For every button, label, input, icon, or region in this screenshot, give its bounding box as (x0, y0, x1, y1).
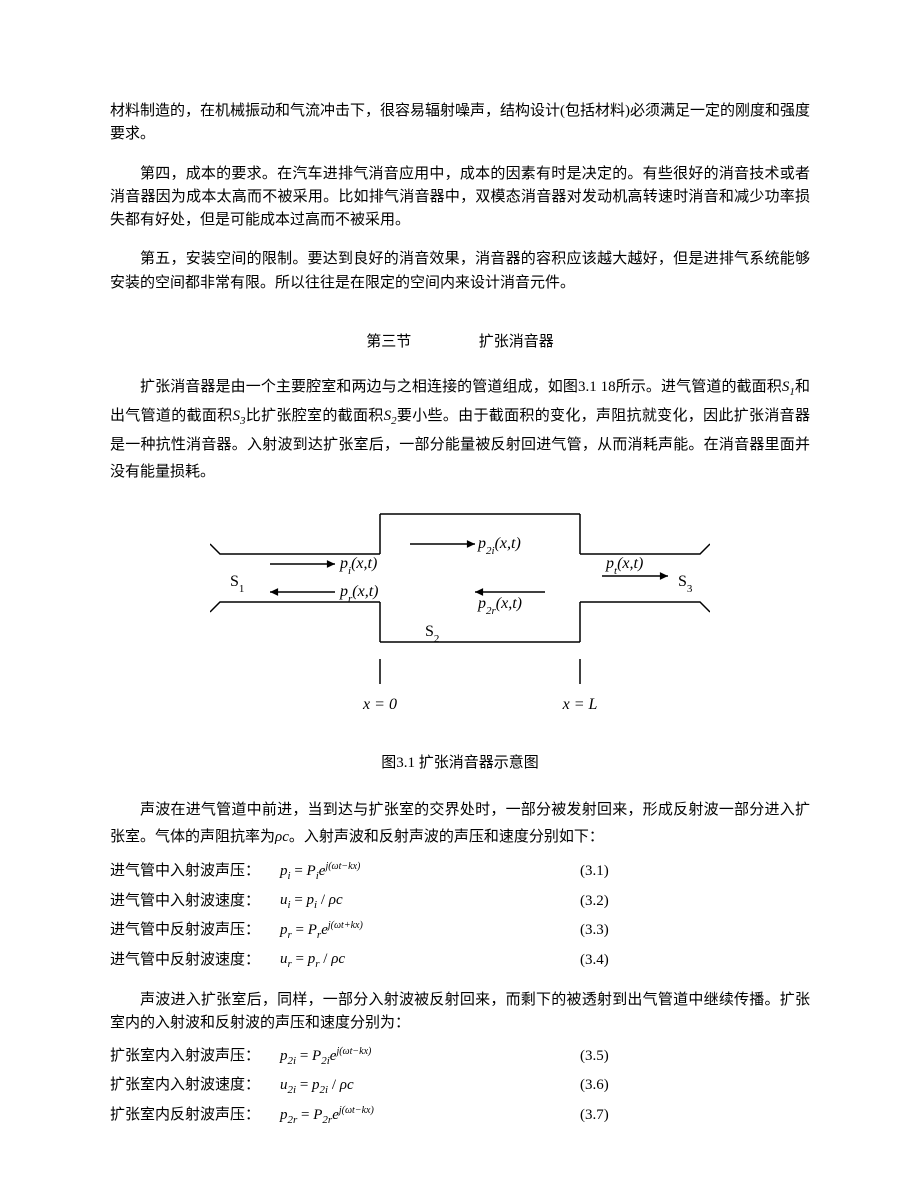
equation-number: (3.5) (580, 1042, 660, 1072)
svg-text:p2i(x,t): p2i(x,t) (477, 535, 521, 557)
equation-number: (3.6) (580, 1072, 660, 1101)
svg-text:pi(x,t): pi(x,t) (339, 555, 377, 577)
p5-text-b: 。入射声波和反射声波的声压和速度分别如下： (289, 829, 604, 845)
equation-label: 进气管中入射波速度： (110, 887, 280, 916)
symbol-s2: S2 (384, 408, 397, 424)
paragraph-4: 扩张消音器是由一个主要腔室和两边与之相连接的管道组成，如图3.1 18所示。进气… (110, 374, 810, 486)
equation-number: (3.1) (580, 857, 660, 887)
equation-number: (3.2) (580, 887, 660, 916)
equation-row: 进气管中反射波声压：pr = Prej(ωt+kx)(3.3) (110, 916, 660, 946)
equation-row: 进气管中入射波速度：ui = pi / ρc(3.2) (110, 887, 660, 916)
svg-text:S1: S1 (230, 573, 244, 595)
equation-label: 进气管中入射波声压： (110, 857, 280, 887)
section-heading: 第三节 扩张消音器 (110, 331, 810, 354)
equation-label: 扩张室内反射波声压： (110, 1101, 280, 1131)
equation-group-1: 进气管中入射波声压：pi = Piej(ωt−kx)(3.1)进气管中入射波速度… (110, 857, 660, 975)
equation-row: 扩张室内入射波速度：u2i = p2i / ρc(3.6) (110, 1072, 660, 1101)
svg-text:p2r(x,t): p2r(x,t) (477, 595, 522, 617)
document-page: 材料制造的，在机械振动和气流冲击下，很容易辐射噪声，结构设计(包括材料)必须满足… (0, 0, 920, 1197)
paragraph-2: 第四，成本的要求。在汽车进排气消音应用中，成本的因素有时是决定的。有些很好的消音… (110, 163, 810, 233)
paragraph-1: 材料制造的，在机械振动和气流冲击下，很容易辐射噪声，结构设计(包括材料)必须满足… (110, 100, 810, 147)
equation-expression: pi = Piej(ωt−kx) (280, 857, 580, 887)
symbol-s1: S1 (782, 379, 795, 395)
figure-3-1: pi(x,t)pr(x,t)p2i(x,t)p2r(x,t)pt(x,t)S1S… (210, 504, 710, 744)
equation-number: (3.4) (580, 946, 660, 975)
paragraph-3: 第五，安装空间的限制。要达到良好的消音效果，消音器的容积应该越大越好，但是进排气… (110, 248, 810, 295)
equation-row: 扩张室内反射波声压：p2r = P2rej(ωt−kx)(3.7) (110, 1101, 660, 1131)
equation-number: (3.7) (580, 1101, 660, 1131)
equation-expression: p2i = P2iej(ωt−kx) (280, 1042, 580, 1072)
symbol-rhoc: ρc (275, 829, 289, 845)
section-title: 扩张消音器 (479, 331, 554, 354)
muffler-diagram: pi(x,t)pr(x,t)p2i(x,t)p2r(x,t)pt(x,t)S1S… (210, 504, 710, 744)
equation-label: 扩张室内入射波声压： (110, 1042, 280, 1072)
paragraph-5: 声波在进气管道中前进，当到达与扩张室的交界处时，一部分被发射回来，形成反射波一部… (110, 797, 810, 851)
equation-number: (3.3) (580, 916, 660, 946)
svg-text:pt(x,t): pt(x,t) (605, 555, 643, 577)
equation-group-2: 扩张室内入射波声压：p2i = P2iej(ωt−kx)(3.5)扩张室内入射波… (110, 1042, 660, 1131)
svg-text:x = L: x = L (562, 696, 598, 713)
svg-text:S3: S3 (678, 573, 693, 595)
section-number: 第三节 (366, 331, 411, 354)
equation-row: 进气管中入射波声压：pi = Piej(ωt−kx)(3.1) (110, 857, 660, 887)
svg-text:x = 0: x = 0 (362, 696, 397, 713)
paragraph-6: 声波进入扩张室后，同样，一部分入射波被反射回来，而剩下的被透射到出气管道中继续传… (110, 989, 810, 1036)
equation-expression: p2r = P2rej(ωt−kx) (280, 1101, 580, 1131)
equation-expression: ur = pr / ρc (280, 946, 580, 975)
p4-text-a: 扩张消音器是由一个主要腔室和两边与之相连接的管道组成，如图3.1 18所示。进气… (140, 379, 782, 395)
symbol-s3: S3 (232, 408, 245, 424)
equation-label: 进气管中反射波声压： (110, 916, 280, 946)
figure-caption: 图3.1 扩张消音器示意图 (110, 752, 810, 775)
equation-row: 进气管中反射波速度：ur = pr / ρc(3.4) (110, 946, 660, 975)
equation-expression: u2i = p2i / ρc (280, 1072, 580, 1101)
equation-label: 进气管中反射波速度： (110, 946, 280, 975)
equation-row: 扩张室内入射波声压：p2i = P2iej(ωt−kx)(3.5) (110, 1042, 660, 1072)
p4-text-c: 比扩张腔室的截面积 (245, 408, 383, 424)
equation-expression: ui = pi / ρc (280, 887, 580, 916)
equation-label: 扩张室内入射波速度： (110, 1072, 280, 1101)
equation-expression: pr = Prej(ωt+kx) (280, 916, 580, 946)
